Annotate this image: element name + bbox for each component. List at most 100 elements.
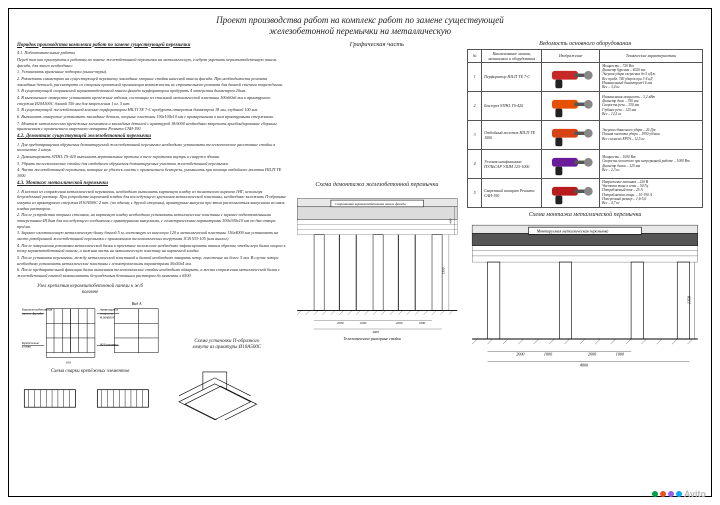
tool-icon xyxy=(545,64,597,90)
table-row: 2Бензорез STIHL TS-420 Номинальная мощнос… xyxy=(468,91,703,120)
mount-scheme: Монтируемая металлическая перемычка 2000… xyxy=(467,220,703,374)
svg-text:Ж/б колонна: Ж/б колонна xyxy=(99,343,118,347)
sheet-title: Проект производства работ на комплекс ра… xyxy=(17,15,703,38)
drawing-sheet: Проект производства работ на комплекс ра… xyxy=(8,8,712,497)
svg-text:Телескопические распорные стой: Телескопические распорные стойки xyxy=(343,335,400,340)
cell-num: 2 xyxy=(468,91,482,120)
hoop-diagram-title: Схема установки П-образного хомута из ар… xyxy=(167,339,287,353)
table-header-row: № Наименование машин, механизмов и обору… xyxy=(468,49,703,62)
logo-dot xyxy=(668,491,674,497)
subsection-heading: 4.1. Подготовительные работы xyxy=(17,50,287,56)
cell-spec: Энергия единичного удара – 26 ДжПолная ч… xyxy=(600,120,703,149)
subsection-heading: 4.2. Демонтаж существующей железобетонно… xyxy=(17,134,287,141)
para: 7. Монтаж металлических крепёжных элемен… xyxy=(17,121,287,132)
svg-text:2000: 2000 xyxy=(588,351,596,356)
logo-dot xyxy=(660,491,666,497)
para: 6. После предварительной фиксации балки … xyxy=(17,267,287,278)
cell-name: Отбойный молоток HILTI TE 1000 xyxy=(482,120,542,149)
para: 4. Части железобетонной перемычки, котор… xyxy=(17,167,287,178)
svg-text:Ø18А600С: Ø18А600С xyxy=(99,316,116,320)
col-num: № xyxy=(468,49,482,62)
para: 4. После завершения установки металличес… xyxy=(17,243,287,254)
title-line-2: железобетонной перемычки на металлическу… xyxy=(17,26,703,37)
para: 2. После устройства опорных столиков, на… xyxy=(17,212,287,229)
svg-text:2000: 2000 xyxy=(395,320,402,324)
col-name: Наименование машин, механизмов и оборудо… xyxy=(482,49,542,62)
cell-spec: Мощность – 720 ВтДиаметр бурения – 4020 … xyxy=(600,62,703,91)
svg-text:4000: 4000 xyxy=(580,362,588,367)
cell-spec: Номинальная мощность – 3,2 кВтДиаметр ди… xyxy=(600,91,703,120)
svg-text:Сохраняемая керамзитобетонная: Сохраняемая керамзитобетонная панель фас… xyxy=(335,202,406,206)
cell-name: Сварочный аппарат Ресанта САИ-190 xyxy=(482,178,542,207)
svg-text:2000: 2000 xyxy=(516,351,524,356)
weld-diagram-title: Схема сварки крепёжных элементов xyxy=(17,369,163,376)
node-diagram-title: Узел крепления керамзитобетонной панели … xyxy=(17,284,163,298)
equipment-table: № Наименование машин, механизмов и обору… xyxy=(467,49,703,208)
graphic-column: Графическая часть Схема демонтажа железо… xyxy=(293,41,462,488)
cell-name: Перфоратор HILTI TE 7-С xyxy=(482,62,542,91)
svg-text:уголки: уголки xyxy=(21,345,32,349)
cell-image xyxy=(542,62,600,91)
para: 3. Убрать телескопические стойки для сво… xyxy=(17,161,287,167)
dismantle-scheme: Сохраняемая керамзитобетонная панель фас… xyxy=(293,190,462,342)
tool-icon xyxy=(545,180,597,206)
para: 3. В существующей сохраняемой керамзитоб… xyxy=(17,88,287,94)
cell-num: 4 xyxy=(468,149,482,178)
cell-num: 3 xyxy=(468,120,482,149)
para: 4. В выполненное отверстие установить кр… xyxy=(17,95,287,106)
cell-num: 5 xyxy=(468,178,482,207)
logo-dot xyxy=(652,491,658,497)
columns: Порядок производства комплекса работ по … xyxy=(17,41,703,488)
section-heading: Порядок производства комплекса работ по … xyxy=(17,43,287,50)
svg-text:1000: 1000 xyxy=(544,351,552,356)
svg-text:1000: 1000 xyxy=(616,351,624,356)
svg-text:4000: 4000 xyxy=(372,330,379,334)
svg-text:1000: 1000 xyxy=(359,320,366,324)
col-spec: Технические характеристики xyxy=(600,49,703,62)
para: 2. Демонтировать STIHL TS-420 выполнить … xyxy=(17,154,287,160)
watermark: Avito xyxy=(652,489,706,499)
cell-name: Угловая шлифмашина ПУЛЬСАР УШМ 125-1000 xyxy=(482,149,542,178)
svg-text:1000: 1000 xyxy=(418,320,425,324)
graphic-part-heading: Графическая часть xyxy=(293,41,462,48)
equipment-table-title: Ведомость основного оборудования xyxy=(467,41,703,47)
para: 3. Заранее изготовленную металлическую б… xyxy=(17,230,287,241)
para: 1. Установить временные подпорки (выше-т… xyxy=(17,69,287,75)
tool-icon xyxy=(545,93,597,119)
para: 1. В местах из сопряжения металлической … xyxy=(17,189,287,212)
title-line-1: Проект производства работ на комплекс ра… xyxy=(17,15,703,26)
para: 6. Выполнить отверстие установить заклад… xyxy=(17,114,287,120)
svg-text:2000: 2000 xyxy=(336,320,343,324)
table-row: 4Угловая шлифмашина ПУЛЬСАР УШМ 125-1000… xyxy=(468,149,703,178)
svg-text:Монтируемая металлическая пере: Монтируемая металлическая перемычка xyxy=(536,228,609,233)
svg-text:панель фасада: панель фасада xyxy=(22,312,43,316)
cell-spec: Мощность – 1000 ВтСкорость холостого при… xyxy=(600,149,703,178)
cell-name: Бензорез STIHL TS-420 xyxy=(482,91,542,120)
table-row: 3Отбойный молоток HILTI TE 1000 Энергия е… xyxy=(468,120,703,149)
cell-image xyxy=(542,178,600,207)
tool-icon xyxy=(545,151,597,177)
svg-text:400: 400 xyxy=(448,218,452,223)
dismantle-scheme-title: Схема демонтажа железобетонной перемычки xyxy=(293,182,462,188)
cell-spec: Напряжение питания – 220 ВЧастота тока в… xyxy=(600,178,703,207)
para: 2. Разметить симметрию на существующей п… xyxy=(17,76,287,87)
hoop-diagram xyxy=(167,354,287,420)
cell-image xyxy=(542,91,600,120)
equipment-column: Ведомость основного оборудования № Наиме… xyxy=(467,41,703,488)
weld-diagram xyxy=(17,378,163,422)
para: 5. После установки перемычки, между мета… xyxy=(17,255,287,266)
text-column: Порядок производства комплекса работ по … xyxy=(17,41,287,488)
svg-text:1350: 1350 xyxy=(687,295,692,303)
col-image: Изображение xyxy=(542,49,600,62)
para: Перед тем как приступить к работам по за… xyxy=(17,57,287,68)
svg-text:100: 100 xyxy=(66,360,71,364)
table-row: 5Сварочный аппарат Ресанта САИ-190 Напряж… xyxy=(468,178,703,207)
tool-icon xyxy=(545,122,597,148)
cell-image xyxy=(542,120,600,149)
cell-image xyxy=(542,149,600,178)
mount-scheme-title: Схема монтажа металлической перемычки xyxy=(467,212,703,218)
para: 1. Для предотвращения обрушения демонтир… xyxy=(17,142,287,153)
watermark-text: Avito xyxy=(684,489,706,499)
table-row: 1Перфоратор HILTI TE 7-СМощность – 720 В… xyxy=(468,62,703,91)
svg-text:1350: 1350 xyxy=(441,267,445,274)
